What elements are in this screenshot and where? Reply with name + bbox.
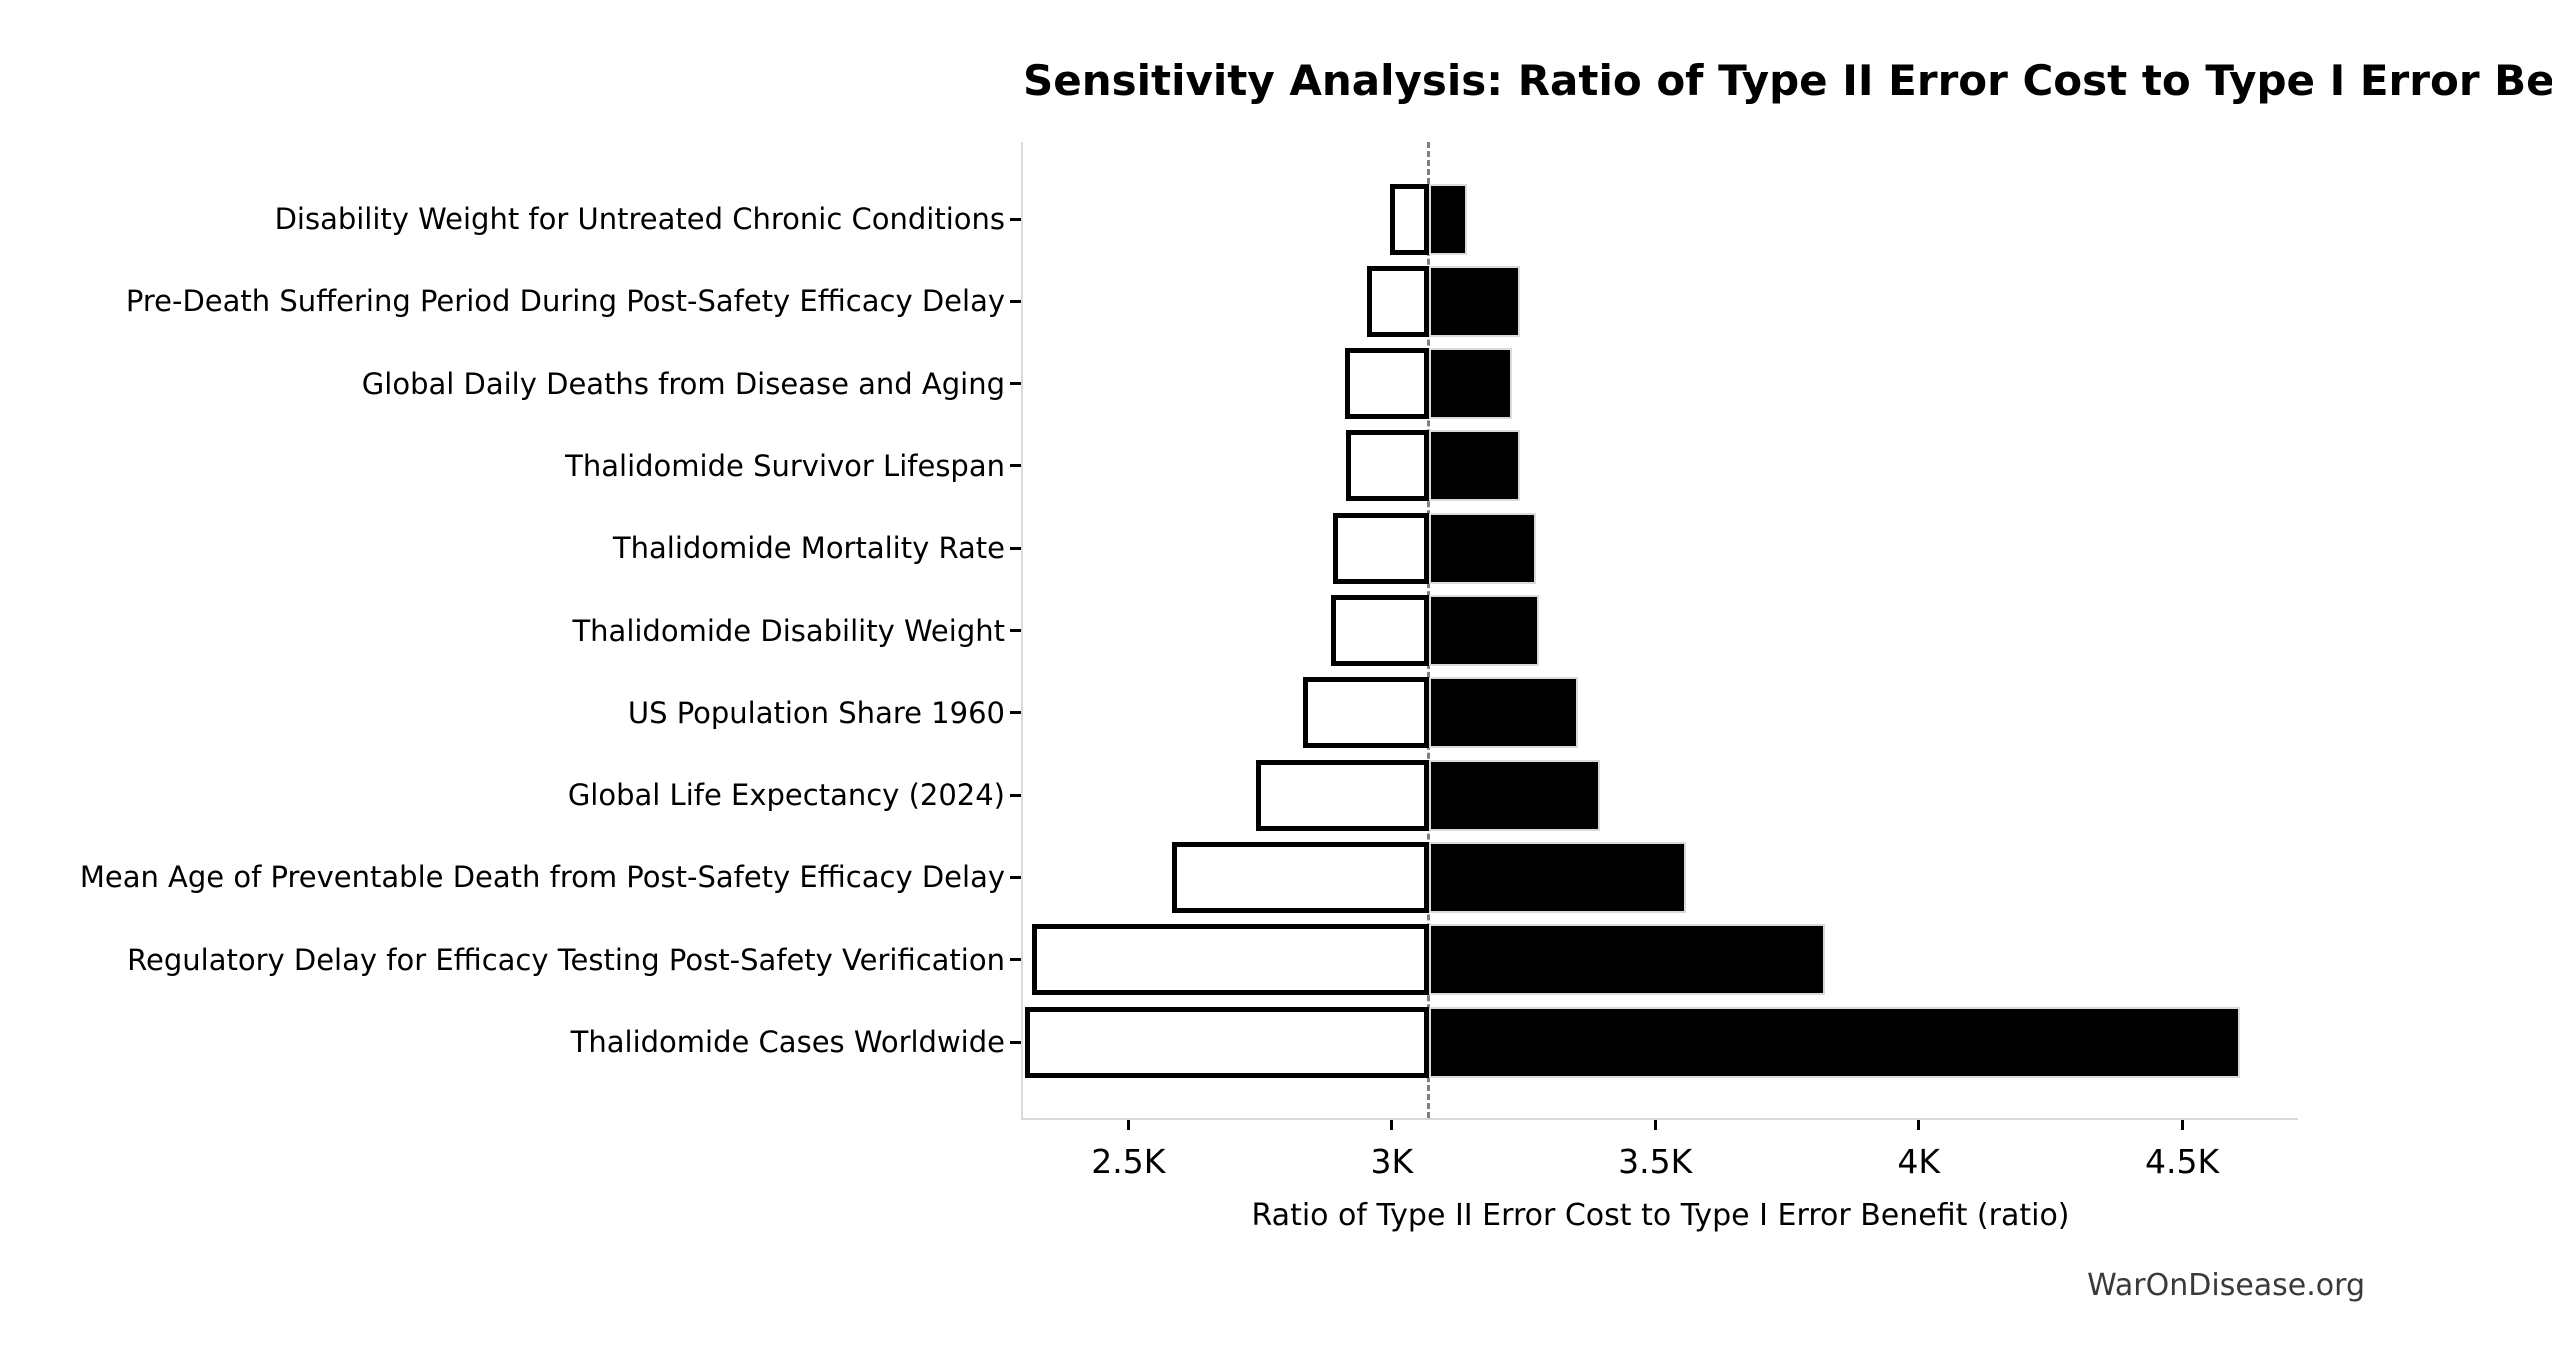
bar-low-segment (1031, 924, 1429, 996)
y-axis-label: US Population Share 1960 (627, 695, 1005, 730)
y-tick-mark (1010, 958, 1021, 962)
bar-high-segment (1428, 841, 1686, 913)
y-axis-label: Global Daily Deaths from Disease and Agi… (361, 366, 1005, 401)
y-tick-mark (1010, 629, 1021, 632)
y-axis-spine (1021, 142, 1023, 1118)
bar-low-segment (1345, 348, 1429, 420)
bar-high-segment (1428, 1006, 2241, 1078)
bar-low-segment (1331, 595, 1429, 666)
y-tick-mark (1010, 382, 1021, 386)
x-tick-label: 3K (1370, 1142, 1414, 1181)
y-tick-mark (1010, 793, 1021, 797)
bar-low-segment (1256, 759, 1429, 831)
x-tick-label: 2.5K (1091, 1142, 1166, 1181)
y-tick-mark (1010, 1040, 1021, 1044)
bar-low-segment (1024, 1006, 1429, 1078)
y-axis-label: Thalidomide Cases Worldwide (570, 1025, 1005, 1059)
y-tick-mark (1010, 299, 1021, 303)
chart-title: Sensitivity Analysis: Ratio of Type II E… (1023, 56, 2552, 105)
y-axis-label: Thalidomide Mortality Rate (612, 531, 1005, 566)
bar-low-segment (1345, 430, 1429, 502)
bar-low-segment (1303, 677, 1429, 749)
x-tick-mark (2180, 1120, 2184, 1130)
y-axis-label: Pre-Death Suffering Period During Post-S… (125, 284, 1005, 319)
bar-high-segment (1428, 924, 1826, 996)
x-axis-spine (1021, 1118, 2298, 1120)
bar-high-segment (1428, 348, 1513, 420)
y-tick-mark (1010, 875, 1021, 879)
bar-high-segment (1428, 595, 1540, 666)
bar-high-segment (1428, 759, 1601, 831)
bar-high-segment (1428, 265, 1521, 337)
bar-low-segment (1333, 512, 1429, 584)
y-axis-label: Mean Age of Preventable Death from Post-… (79, 860, 1005, 895)
x-tick-label: 4K (1897, 1142, 1940, 1181)
x-tick-label: 3.5K (1618, 1142, 1693, 1181)
bar-high-segment (1428, 183, 1467, 255)
y-axis-label: Global Life Expectancy (2024) (567, 778, 1005, 813)
y-axis-label: Thalidomide Survivor Lifespan (565, 448, 1005, 483)
x-tick-mark (1917, 1120, 1921, 1130)
x-tick-mark (1126, 1120, 1130, 1130)
y-axis-label: Disability Weight for Untreated Chronic … (274, 202, 1005, 236)
watermark: WarOnDisease.org (2087, 1268, 2365, 1303)
x-tick-mark (1653, 1120, 1657, 1130)
y-axis-label: Regulatory Delay for Efficacy Testing Po… (127, 942, 1005, 977)
bar-high-segment (1428, 430, 1520, 502)
bar-low-segment (1390, 183, 1429, 255)
bar-high-segment (1428, 512, 1536, 584)
x-axis-title: Ratio of Type II Error Cost to Type I Er… (1251, 1198, 2070, 1233)
x-tick-label: 4.5K (2145, 1142, 2220, 1181)
bar-high-segment (1428, 677, 1579, 749)
y-tick-mark (1010, 546, 1021, 550)
y-tick-mark (1010, 464, 1021, 468)
y-axis-label: Thalidomide Disability Weight (572, 613, 1005, 648)
bar-low-segment (1171, 841, 1429, 913)
bar-low-segment (1366, 265, 1429, 337)
x-tick-mark (1390, 1120, 1394, 1130)
y-tick-mark (1010, 711, 1021, 715)
y-tick-mark (1010, 217, 1021, 221)
